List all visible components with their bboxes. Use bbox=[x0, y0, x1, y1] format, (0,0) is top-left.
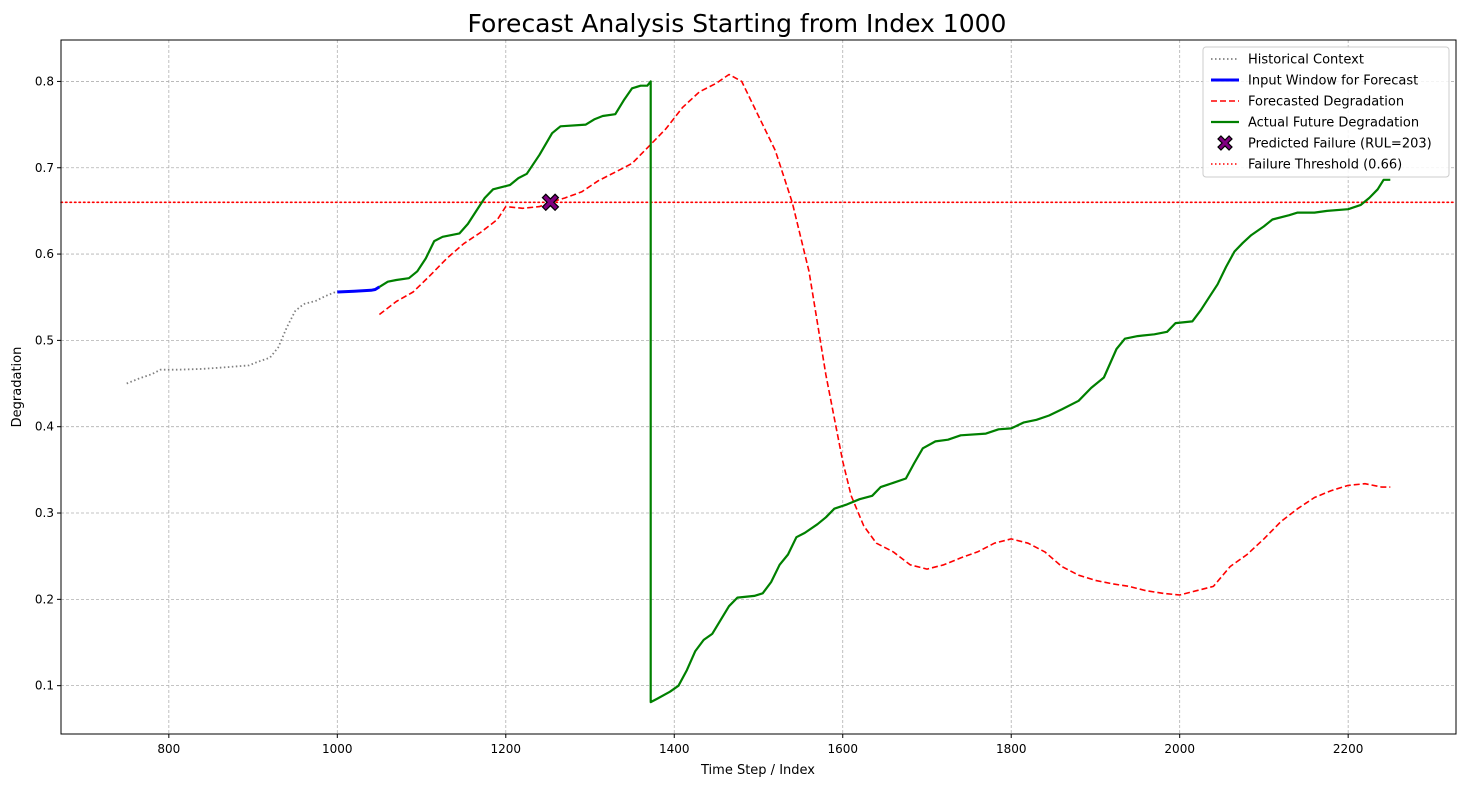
y-tick-label: 0.4 bbox=[35, 420, 54, 434]
y-tick-label: 0.3 bbox=[35, 506, 54, 520]
x-axis-label: Time Step / Index bbox=[700, 763, 815, 778]
y-tick-label: 0.5 bbox=[35, 333, 54, 347]
x-tick-label: 800 bbox=[157, 742, 180, 756]
y-tick-label: 0.6 bbox=[35, 247, 54, 261]
x-tick-label: 1000 bbox=[322, 742, 353, 756]
y-tick-label: 0.2 bbox=[35, 592, 54, 606]
x-tick-label: 1200 bbox=[491, 742, 522, 756]
predicted-failure-marker bbox=[541, 193, 560, 212]
legend-label: Input Window for Forecast bbox=[1248, 74, 1418, 89]
y-tick-label: 0.7 bbox=[35, 161, 54, 175]
legend-label: Failure Threshold (0.66) bbox=[1248, 158, 1402, 173]
series-input-window-for-forecast bbox=[337, 285, 381, 294]
legend-box bbox=[1202, 46, 1450, 178]
x-tick-label: 2200 bbox=[1333, 742, 1364, 756]
x-tick-label: 1400 bbox=[659, 742, 690, 756]
legend-label: Forecasted Degradation bbox=[1248, 95, 1404, 110]
legend-label: Historical Context bbox=[1248, 53, 1364, 68]
x-tick-label: 2000 bbox=[1164, 742, 1195, 756]
tick-layer: 800 1000 1200 1400 1600 1800 2000 2200 0.1 0.2 0.3… bbox=[35, 74, 1364, 756]
plot-frame bbox=[60, 39, 1457, 735]
legend-label: Actual Future Degradation bbox=[1248, 116, 1419, 131]
series-actual-future-degradation bbox=[378, 80, 1391, 704]
y-axis-label: Degradation bbox=[10, 347, 25, 428]
marker-layer bbox=[541, 193, 560, 212]
legend-label: Predicted Failure (RUL=203) bbox=[1248, 137, 1432, 152]
x-tick-label: 1600 bbox=[827, 742, 858, 756]
y-tick-label: 0.8 bbox=[35, 74, 54, 88]
y-tick-label: 0.1 bbox=[35, 679, 54, 693]
x-tick-label: 1800 bbox=[996, 742, 1027, 756]
chart-title: Forecast Analysis Starting from Index 10… bbox=[468, 9, 1007, 38]
legend: Historical Context Input Window for Forec… bbox=[1202, 46, 1450, 178]
series-historical-context bbox=[126, 290, 338, 385]
legend-swatch-marker bbox=[1217, 135, 1233, 151]
